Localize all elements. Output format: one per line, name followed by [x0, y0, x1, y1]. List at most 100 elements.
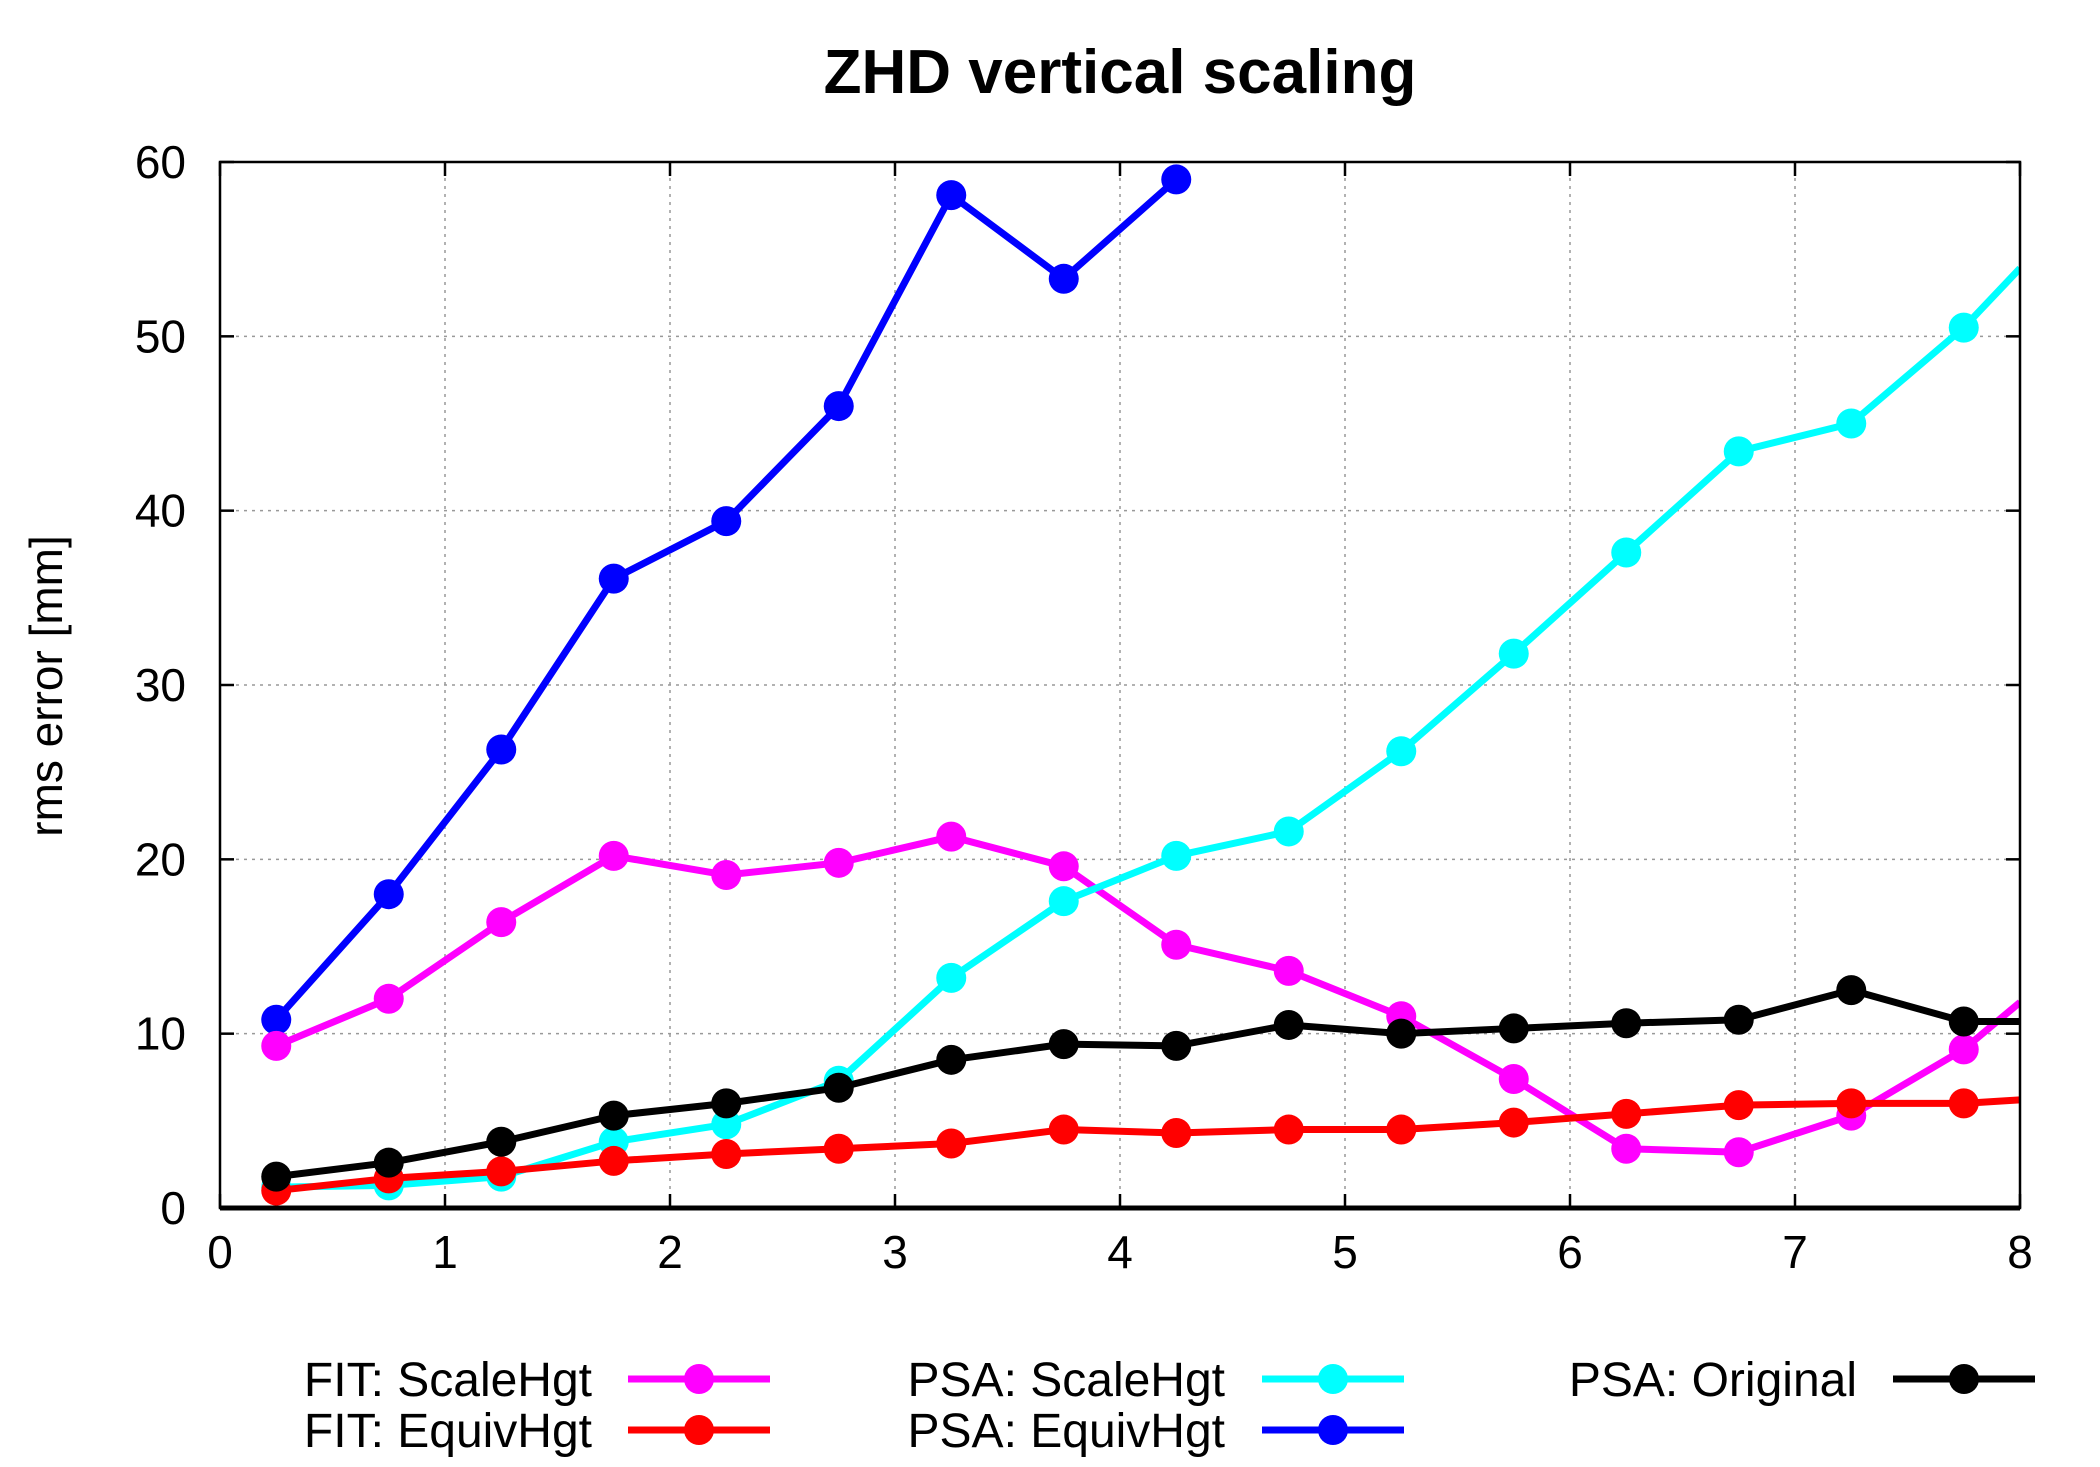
legend-swatch-marker: [1949, 1364, 1979, 1394]
data-point: [1273, 955, 1304, 986]
data-point: [1498, 1063, 1529, 1094]
data-point: [1048, 851, 1079, 882]
data-point: [936, 1128, 967, 1159]
data-point: [936, 180, 967, 211]
data-point: [1161, 164, 1192, 195]
data-point: [373, 1147, 404, 1178]
data-point: [486, 1126, 517, 1157]
data-point: [823, 391, 854, 422]
data-point: [711, 1088, 742, 1119]
axis-ticks: 0 1 2 3 4 5 6 7 8 0 10 20 30 40 50 60: [135, 136, 2033, 1278]
y-tick-label: 50: [135, 310, 186, 362]
legend-swatch-marker: [1318, 1415, 1348, 1445]
legend-label: FIT: EquivHgt: [304, 1405, 592, 1458]
data-point: [1386, 736, 1417, 767]
data-point: [598, 563, 629, 594]
data-point: [1048, 263, 1079, 294]
grid: [220, 162, 2020, 1208]
data-point: [1273, 1114, 1304, 1145]
data-point: [1273, 816, 1304, 847]
series-psa-original: [261, 975, 2020, 1192]
x-tick-label: 1: [432, 1226, 458, 1278]
data-point: [1836, 408, 1867, 439]
plot-frame: [218, 160, 2022, 1210]
data-point: [711, 860, 742, 891]
data-point: [1161, 929, 1192, 960]
data-point: [1386, 1114, 1417, 1145]
data-point: [486, 1156, 517, 1187]
data-point: [1498, 1107, 1529, 1138]
series-fit-scalehgt: [261, 821, 2020, 1168]
data-point: [1948, 312, 1979, 343]
data-point: [373, 879, 404, 910]
data-point: [1836, 1088, 1867, 1119]
data-point: [1723, 436, 1754, 467]
series-psa-equivhgt: [261, 164, 1192, 1035]
legend-label: PSA: EquivHgt: [908, 1405, 1225, 1458]
data-point: [1723, 1137, 1754, 1168]
legend-swatch-marker: [684, 1364, 714, 1394]
legend-swatch-marker: [1318, 1364, 1348, 1394]
x-tick-label: 4: [1107, 1226, 1133, 1278]
x-tick-label: 8: [2007, 1226, 2033, 1278]
y-tick-label: 60: [135, 136, 186, 188]
data-point: [1161, 1118, 1192, 1149]
legend-item-fit-equivhgt: FIT: EquivHgt: [304, 1405, 770, 1458]
data-point: [486, 734, 517, 765]
data-point: [711, 1138, 742, 1169]
data-point: [261, 1161, 292, 1192]
plot-area: [261, 164, 2020, 1206]
data-point: [936, 962, 967, 993]
x-tick-label: 5: [1332, 1226, 1358, 1278]
data-point: [1611, 1098, 1642, 1129]
y-tick-label: 10: [135, 1008, 186, 1060]
data-point: [1498, 638, 1529, 669]
series-fit-equivhgt: [261, 1088, 2020, 1206]
data-point: [373, 983, 404, 1014]
legend-label: PSA: Original: [1569, 1354, 1857, 1407]
legend-swatch-marker: [684, 1415, 714, 1445]
data-point: [1386, 1018, 1417, 1049]
data-point: [1161, 840, 1192, 871]
data-point: [1048, 886, 1079, 917]
data-point: [1611, 1133, 1642, 1164]
y-tick-label: 30: [135, 659, 186, 711]
data-point: [936, 821, 967, 852]
data-point: [1948, 1088, 1979, 1119]
data-point: [1723, 1004, 1754, 1035]
data-point: [598, 1145, 629, 1176]
data-point: [1273, 1009, 1304, 1040]
x-tick-label: 2: [657, 1226, 683, 1278]
data-point: [1611, 1008, 1642, 1039]
legend-label: PSA: ScaleHgt: [908, 1354, 1225, 1407]
data-point: [486, 907, 517, 938]
y-tick-label: 40: [135, 485, 186, 537]
x-tick-label: 0: [207, 1226, 233, 1278]
x-tick-label: 6: [1557, 1226, 1583, 1278]
x-tick-label: 7: [1782, 1226, 1808, 1278]
chart-title: ZHD vertical scaling: [824, 38, 1417, 107]
data-point: [936, 1044, 967, 1075]
data-point: [1161, 1030, 1192, 1061]
legend-label: FIT: ScaleHgt: [304, 1354, 592, 1407]
data-point: [1048, 1114, 1079, 1145]
legend-item-psa-scalehgt: PSA: ScaleHgt: [908, 1354, 1404, 1407]
legend-item-psa-equivhgt: PSA: EquivHgt: [908, 1405, 1404, 1458]
data-point: [823, 1133, 854, 1164]
data-point: [598, 840, 629, 871]
data-point: [823, 1072, 854, 1103]
legend-item-fit-scalehgt: FIT: ScaleHgt: [304, 1354, 770, 1407]
data-point: [1048, 1029, 1079, 1060]
data-point: [1836, 975, 1867, 1006]
data-point: [823, 847, 854, 878]
data-point: [598, 1100, 629, 1131]
data-point: [1498, 1013, 1529, 1044]
data-point: [1948, 1034, 1979, 1065]
legend-item-psa-original: PSA: Original: [1569, 1354, 2035, 1407]
data-point: [1948, 1006, 1979, 1037]
y-axis-label: rms error [mm]: [20, 535, 72, 837]
data-point: [711, 506, 742, 537]
data-point: [261, 1030, 292, 1061]
